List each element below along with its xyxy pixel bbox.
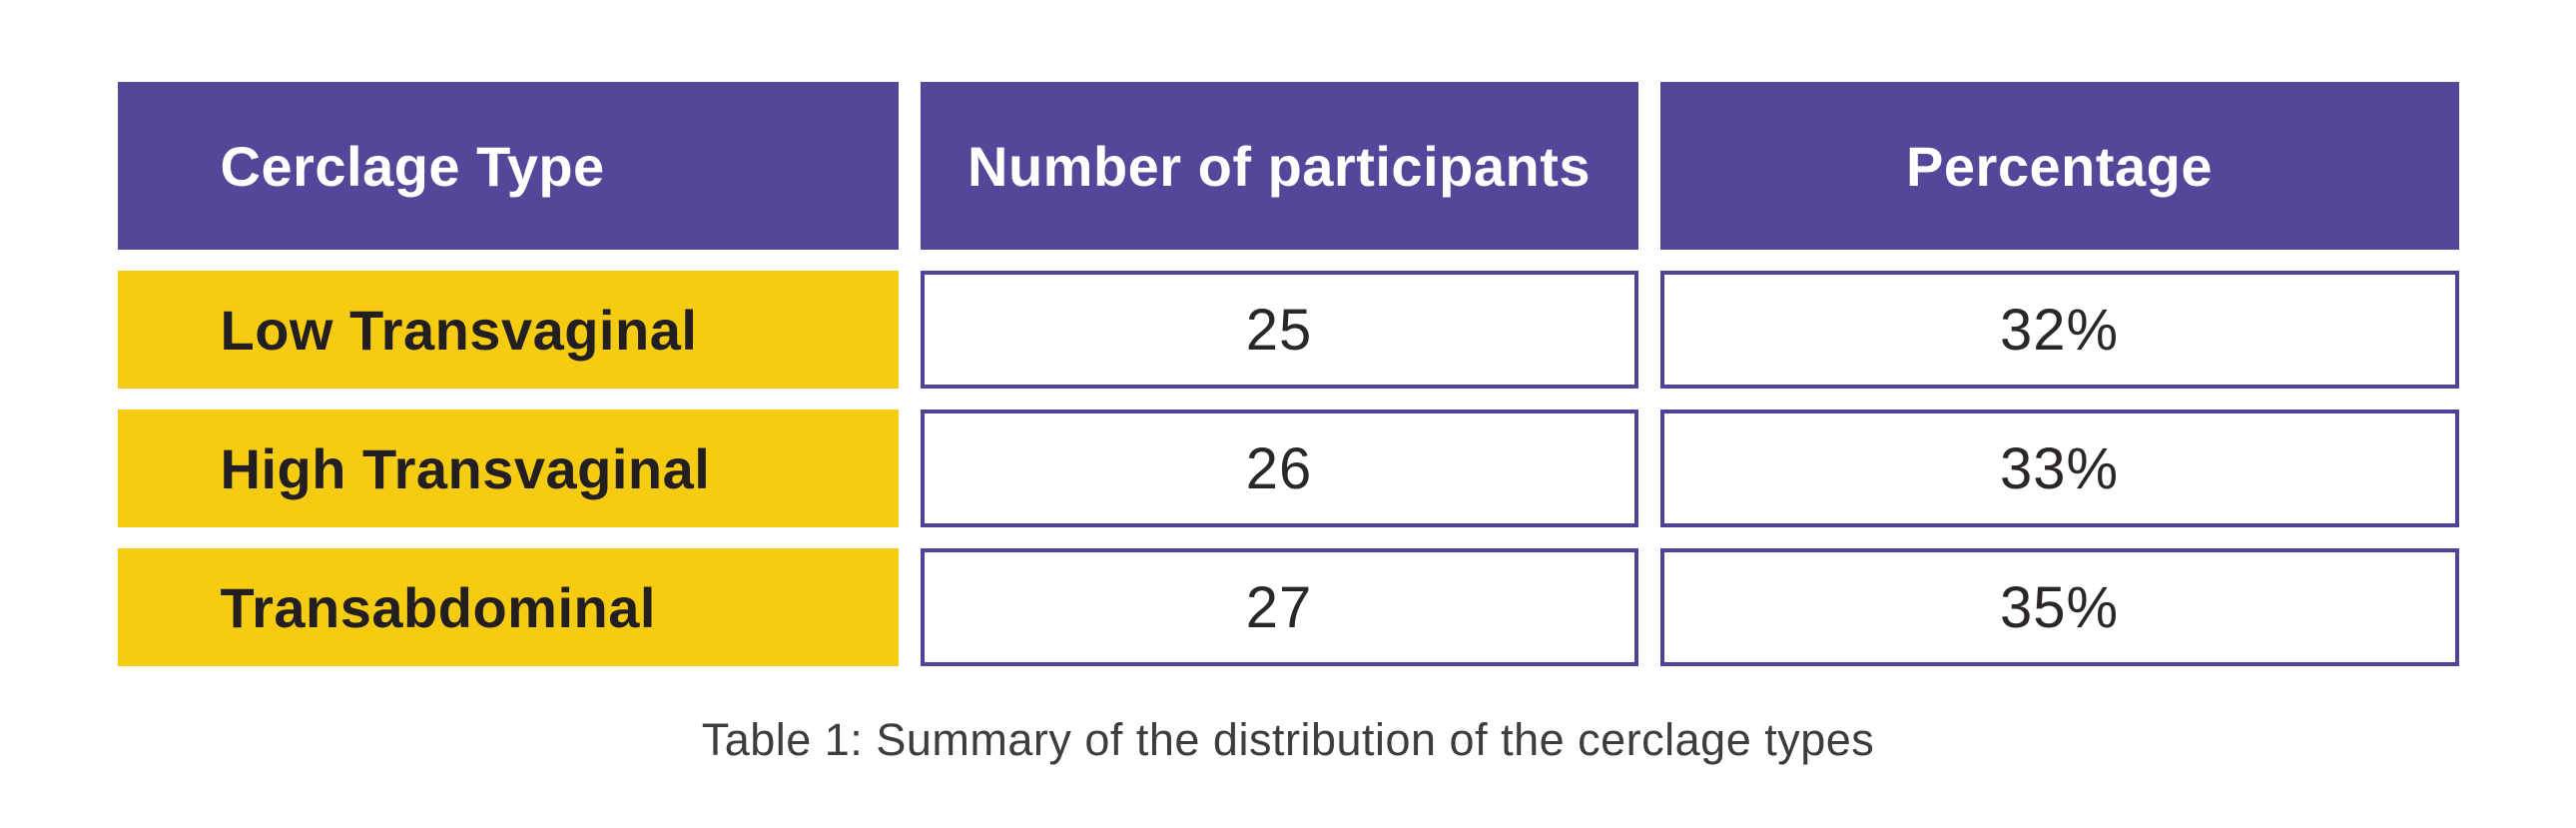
column-header-percentage: Percentage (1659, 82, 2459, 250)
row-label-low-transvaginal: Low Transvaginal (117, 271, 899, 389)
value-cell-high-transvaginal-participants: 26 (920, 410, 1638, 527)
row-label-transabdominal: Transabdominal (117, 548, 899, 666)
table-figure: Cerclage Type Number of participants Per… (117, 82, 2459, 765)
column-header-number-of-participants: Number of participants (920, 82, 1638, 250)
value-cell-transabdominal-participants: 27 (920, 548, 1638, 666)
cerclage-distribution-table: Cerclage Type Number of participants Per… (117, 82, 2459, 666)
column-header-cerclage-type: Cerclage Type (117, 82, 899, 250)
value-cell-high-transvaginal-percentage: 33% (1659, 410, 2459, 527)
row-label-high-transvaginal: High Transvaginal (117, 410, 899, 527)
value-cell-transabdominal-percentage: 35% (1659, 548, 2459, 666)
table-caption: Table 1: Summary of the distribution of … (701, 714, 1875, 765)
value-cell-low-transvaginal-participants: 25 (920, 271, 1638, 389)
value-cell-low-transvaginal-percentage: 32% (1659, 271, 2459, 389)
